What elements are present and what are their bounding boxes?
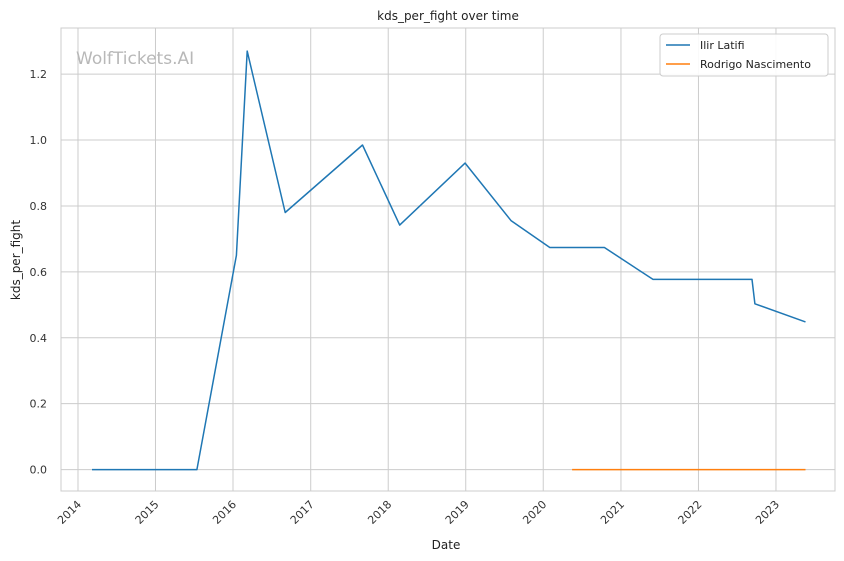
legend-label-rodrigo-nascimento: Rodrigo Nascimento [700, 58, 811, 71]
x-axis-title: Date [432, 538, 461, 552]
x-tick-label: 2019 [443, 498, 472, 527]
y-tick-label: 1.0 [30, 134, 48, 147]
x-tick-label: 2022 [676, 498, 705, 527]
series-line-ilir-latifi [92, 50, 806, 471]
legend-label-ilir-latifi: Ilir Latifi [700, 39, 745, 52]
plot-area [60, 27, 836, 492]
x-gridlines [77, 28, 777, 491]
legend-box [659, 33, 829, 77]
x-tick-label: 2023 [753, 498, 782, 527]
y-axis-title: kds_per_fight [9, 220, 23, 301]
x-tick-label: 2020 [520, 498, 549, 527]
x-tick-label: 2018 [365, 498, 394, 527]
watermark: WolfTickets.AI [76, 49, 194, 69]
y-tick-label: 0.0 [30, 464, 48, 477]
x-tick-label: 2017 [288, 498, 317, 527]
y-tick-label: 0.6 [30, 266, 48, 279]
x-tick-label: 2014 [55, 498, 84, 527]
legend: Ilir Latifi Rodrigo Nascimento [659, 33, 829, 77]
x-tick-label: 2021 [598, 498, 627, 527]
y-tick-label: 0.2 [30, 398, 48, 411]
chart-title: kds_per_fight over time [377, 9, 519, 23]
y-tick-labels: 0.0 0.2 0.4 0.6 0.8 1.0 1.2 [30, 68, 48, 476]
series-layer [92, 50, 806, 471]
y-tick-label: 0.4 [30, 332, 48, 345]
x-tick-label: 2015 [133, 498, 162, 527]
y-tick-label: 1.2 [30, 68, 48, 81]
x-tick-label: 2016 [210, 498, 239, 527]
y-tick-label: 0.8 [30, 200, 48, 213]
x-tick-labels: 2014 2015 2016 2017 2018 2019 2020 2021 2022 2023 [55, 498, 782, 527]
